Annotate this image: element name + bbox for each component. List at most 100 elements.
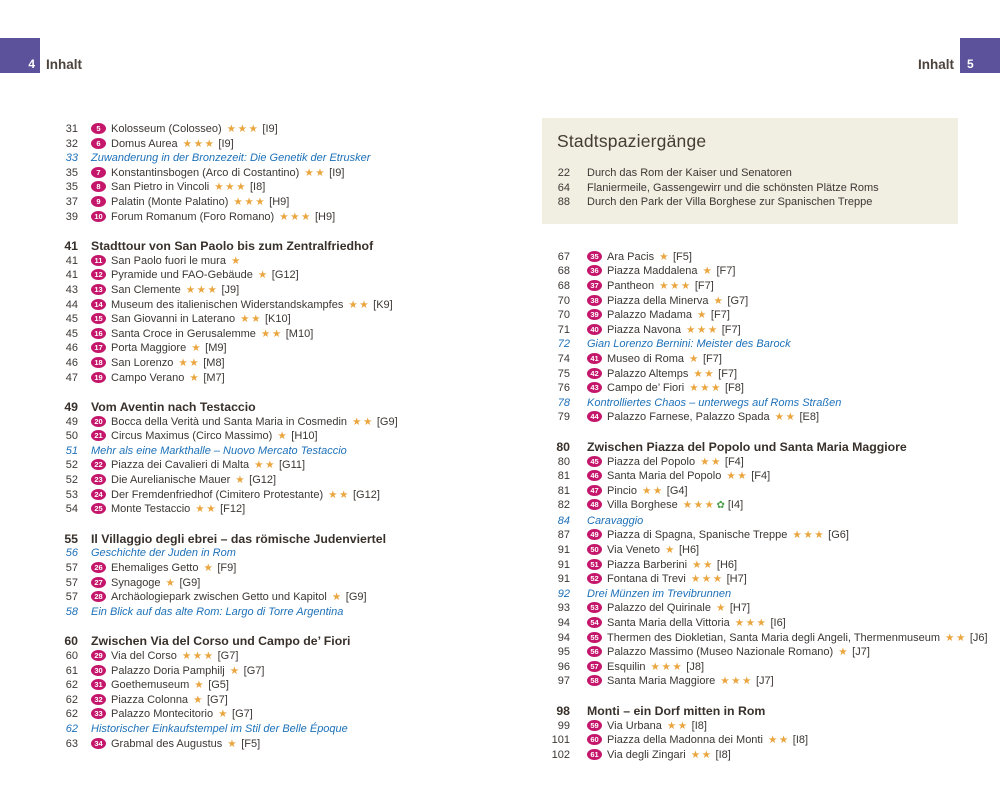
toc-entry-row: 102 61 Via degli Zingari ★★ [I8] [542,748,972,763]
sight-title: San Clemente [111,283,181,296]
sight-number-badge: 45 [587,455,602,467]
entry-page-number: 53 [65,488,78,501]
entry-page-number: 91 [557,573,570,586]
entry-page-number: 71 [557,323,570,336]
toc-entry-row: 81 47 Pincio ★★ [G4] [542,484,972,499]
entry-content: 18 San Lorenzo ★★ [M8] [91,356,225,371]
sight-number-badge: 50 [587,544,602,556]
sight-number-badge: 7 [91,166,106,178]
entry-page-number: 46 [65,356,78,369]
entry-page-number: 63 [65,737,78,750]
entry-page-number: 50 [65,430,78,443]
star-rating: ★ [193,693,204,706]
city-walks-list: 22 Durch das Rom der Kaiser und Senatoren… [542,166,948,210]
entry-content: 7 Konstantinsbogen (Arco di Costantino) ★★… [91,166,344,181]
star-rating: ★ [331,591,343,604]
sight-title: Pincio [607,484,637,497]
map-grid-ref: [J8] [686,660,705,673]
map-grid-ref: [F7] [702,352,722,365]
entry-content: 27 Synagoge ★ [G9] [91,576,200,591]
map-grid-ref: [F7] [694,279,714,292]
toc-entry-row: 37 9 Palatin (Monte Palatino) ★★★ [H9] [54,195,524,210]
map-grid-ref: [H9] [269,195,290,208]
map-grid-ref: [M10] [285,327,314,340]
toc-entry-row: 75 42 Palazzo Altemps ★★ [F7] [542,367,972,382]
sight-title: Palazzo del Quirinale [607,602,711,615]
star-rating: ★★ [348,298,371,311]
map-grid-ref: [I8] [715,748,731,761]
entry-content: 6 Domus Aurea ★★★ [I9] [91,137,234,152]
map-grid-ref: [I8] [792,734,809,747]
sight-title: Piazza Barberini [607,558,688,571]
map-grid-ref: [F5] [241,737,261,750]
sight-title: Porta Maggiore [111,342,187,355]
entry-content: 61 Via degli Zingari ★★ [I8] [587,748,731,763]
toc-entry-row: 57 26 Ehemaliges Getto ★ [F9] [54,561,524,576]
sight-title: Die Aurelianische Mauer [111,474,231,487]
toc-section: 60 Zwischen Via del Corso und Campo de’ F… [54,634,524,751]
star-rating: ★★★ [279,210,312,223]
map-grid-ref: [F7] [710,309,730,322]
map-grid-ref: [G9] [376,415,398,428]
entry-content: 31 Goethemuseum ★ [G5] [91,678,229,693]
map-grid-ref: [F8] [724,382,744,395]
sight-number-badge: 10 [91,210,106,222]
entry-page-number: 57 [65,576,78,589]
essay-title: Kontrolliertes Chaos – unterwegs auf Rom… [587,396,842,409]
sight-number-badge: 24 [91,488,106,500]
star-rating: ★★ [692,558,714,571]
sight-number-badge: 13 [91,283,106,295]
entry-content: 25 Monte Testaccio ★★ [F12] [91,502,245,517]
entry-page-number: 54 [65,503,78,516]
toc-entry-row: 79 44 Palazzo Farnese, Palazzo Spada ★★ [E8] [542,410,972,425]
star-rating: ★★★ [226,123,260,135]
entry-content: 39 Palazzo Madama ★ [F7] [587,308,730,323]
entry-content: Gian Lorenzo Bernini: Meister des Barock [587,337,791,352]
sight-number-badge: 6 [91,137,106,149]
star-rating: ★★ [774,411,797,424]
star-rating: ★★ [945,631,967,644]
map-grid-ref: [M8] [203,356,225,369]
entry-content: Kontrolliertes Chaos – unterwegs auf Rom… [587,396,841,411]
toc-entry-row: 80 45 Piazza del Popolo ★★ [F4] [542,455,972,470]
essay-row: 58 Ein Blick auf das alte Rom: Largo di T… [54,605,524,620]
right-sections: 67 35 Ara Pacis ★ [F5] 68 36 Piazza Maddalena ★[… [542,250,988,763]
sight-number-badge: 47 [587,484,602,496]
toc-entry-row: 52 22 Piazza dei Cavalieri di Malta ★★ [G11] [54,458,524,473]
sight-number-badge: 58 [587,675,602,687]
entry-page-number: 58 [65,605,78,618]
star-rating: ★★ [352,415,374,428]
toc-entry-row: 45 15 San Giovanni in Laterano ★★ [K10] [54,312,524,327]
star-rating: ★★ [195,503,218,516]
entry-content: 48 Villa Borghese ★★★✿ [I4] [587,498,743,514]
entry-page-number: 41 [65,254,78,267]
entry-page-number: 49 [65,415,78,428]
map-grid-ref: [F9] [217,562,237,575]
sight-title: Santa Croce in Gerusalemme [111,327,256,340]
entry-content: 60 Piazza della Madonna dei Monti ★★ [I8] [587,733,808,748]
map-grid-ref: [G5] [208,679,229,692]
entry-page-number: 46 [65,342,78,355]
toc-entry-row: 94 55 Thermen des Diokletian, Santa Maria … [542,631,988,646]
sight-title: Campo Verano [111,371,185,384]
star-rating: ★★★ [659,279,692,292]
entry-page-number: 33 [65,152,78,165]
entry-content: 16 Santa Croce in Gerusalemme ★★ [M10] [91,327,313,342]
entry-content: 45 Piazza del Popolo ★★ [F4] [587,455,744,470]
entry-page-number: 95 [557,646,570,659]
sight-title: Circus Maximus (Circo Massimo) [111,430,273,443]
sight-number-badge: 37 [587,279,602,291]
page-number-tab-left: 4 [0,38,40,73]
sight-title: Museo di Roma [607,352,685,365]
toc-section: 80 Zwischen Piazza del Popolo und Santa M… [542,440,988,689]
entry-content: 13 San Clemente ★★★ [J9] [91,283,239,298]
entry-page-number: 94 [557,631,570,644]
star-rating: ★ [659,250,670,263]
star-rating: ★★ [260,327,283,340]
toc-entry-row: 31 5 Kolosseum (Colosseo) ★★★ [I9] [54,122,524,137]
entry-page-number: 93 [557,602,570,615]
map-grid-ref: [J7] [852,646,870,659]
toc-entry-row: 99 59 Via Urbana ★★ [I8] [542,719,972,734]
entry-page-number: 81 [557,470,570,483]
star-rating: ★ [230,254,242,267]
